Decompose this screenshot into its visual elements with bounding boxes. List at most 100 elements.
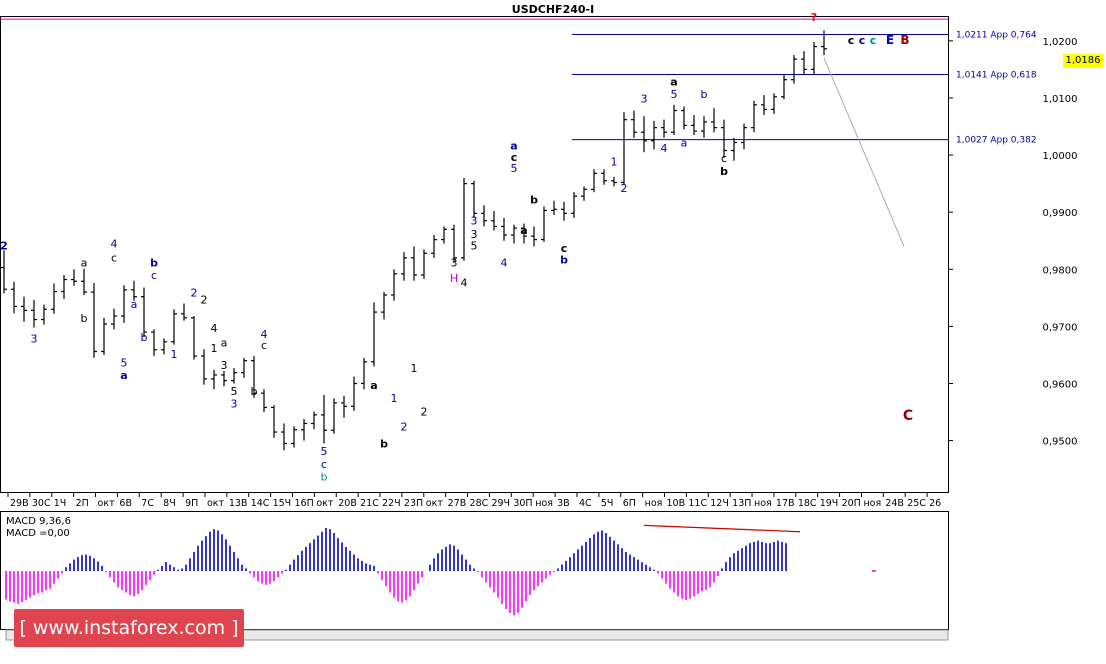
price-bar [221, 370, 227, 387]
wave-label: 2 [621, 182, 628, 195]
wave-label: 2 [401, 420, 408, 433]
wave-label: 1 [171, 348, 178, 361]
time-tick-label-25: 3В [557, 498, 570, 509]
wave-label: a [221, 336, 228, 349]
price-bar [641, 116, 647, 153]
time-tick-label-35: 17В [776, 498, 795, 509]
price-tick-label-3: 0,9900 [1043, 208, 1078, 219]
time-tick-label-31: 11С [688, 498, 707, 509]
time-tick-label-12: 15Ч [273, 498, 292, 509]
projection-segment [823, 57, 905, 247]
time-tick-label-34: ноя [754, 498, 772, 509]
wave-label-right: c [848, 34, 855, 47]
wave-label: a [520, 224, 527, 237]
price-bar [161, 338, 167, 355]
price-bar [631, 110, 637, 138]
price-bar [731, 137, 737, 161]
wave-label-right: E [886, 33, 894, 47]
wave-label: 3 [471, 215, 478, 228]
price-bar [801, 51, 807, 76]
price-bar [91, 282, 97, 358]
time-tick-label-6: 7С [141, 498, 154, 509]
time-tick-label-16: 21С [360, 498, 379, 509]
price-bar [311, 411, 317, 430]
price-bar [661, 119, 667, 138]
price-bar [121, 285, 127, 323]
price-bar [571, 192, 577, 218]
price-bar [31, 300, 37, 328]
time-tick-label-28: 6П [623, 498, 636, 509]
time-tick-label-38: 20П [842, 498, 861, 509]
price-bar [781, 75, 787, 100]
price-bar [721, 119, 727, 158]
price-tick-label-7: 0,9500 [1043, 437, 1078, 448]
price-bar [651, 120, 657, 150]
time-tick-label-5: 6В [119, 498, 132, 509]
bottom-scroll-strip [5, 629, 949, 641]
wave-label: 5 [231, 385, 238, 398]
price-bar [691, 115, 697, 136]
time-tick-label-36: 18С [798, 498, 817, 509]
time-tick-label-0: 29В [10, 498, 29, 509]
price-bar [191, 316, 197, 360]
price-tick-label-5: 0,9700 [1043, 322, 1078, 333]
wave-label: c [261, 339, 267, 352]
time-tick-label-13: 16П [294, 498, 313, 509]
price-bar [171, 309, 177, 345]
wave-label: 2 [0, 239, 8, 252]
price-axis: 1,0200 1,0100 1,0000 0,9900 0,9800 0,9700 0,96… [948, 37, 1078, 448]
price-bar [201, 349, 207, 385]
price-bar [251, 356, 257, 398]
price-bar [391, 269, 397, 301]
price-bar [281, 423, 287, 451]
price-bar [491, 211, 497, 231]
price-bar [331, 398, 337, 434]
wave-label: 3 [641, 93, 648, 106]
price-bar [41, 304, 47, 325]
wave-label: 5 [121, 356, 128, 369]
price-bar [371, 302, 377, 367]
wave-label: 4 [501, 256, 508, 269]
wave-label-right: c [859, 34, 866, 47]
time-tick-label-11: 14С [251, 498, 270, 509]
price-bar [511, 224, 517, 244]
price-bar [111, 308, 117, 330]
price-bar [681, 106, 687, 130]
wave-label: 4 [211, 322, 218, 335]
wave-label: 5 [671, 88, 678, 101]
price-bar [551, 200, 557, 216]
price-bar [671, 104, 677, 136]
time-tick-label-42: 26 [929, 498, 941, 509]
price-bar [751, 100, 757, 133]
wave-label: a [81, 256, 88, 269]
time-tick-label-3: 2П [76, 498, 89, 509]
wave-label: 2 [191, 287, 198, 300]
wave-label: c [111, 251, 117, 264]
wave-label: 4 [661, 142, 668, 155]
wave-label: ? [811, 11, 817, 24]
wave-label: 1 [411, 362, 418, 375]
price-bar [11, 281, 17, 314]
fib-label-0: 1,0211 App 0,764 [956, 31, 1037, 41]
price-bar [601, 169, 607, 185]
wave-label: 5 [511, 162, 518, 175]
wave-label-right: C [903, 408, 913, 424]
chart-title: USDCHF240-I [512, 3, 594, 16]
price-bar [591, 169, 597, 193]
time-tick-label-32: 12Ч [710, 498, 729, 509]
time-tick-label-41: 25С [907, 498, 926, 509]
wave-label: b [321, 471, 328, 484]
wave-label-right: B [900, 33, 909, 47]
wave-label: b [701, 88, 708, 101]
wave-label: b [81, 312, 88, 325]
time-tick-label-20: 27В [448, 498, 467, 509]
time-tick-label-14: окт [316, 498, 334, 509]
time-tick-label-1: 30С [32, 498, 51, 509]
price-bar [181, 303, 187, 321]
price-bar [501, 217, 507, 241]
wave-label: c [561, 242, 568, 255]
fib-label-1: 1,0141 App 0,618 [956, 71, 1037, 81]
